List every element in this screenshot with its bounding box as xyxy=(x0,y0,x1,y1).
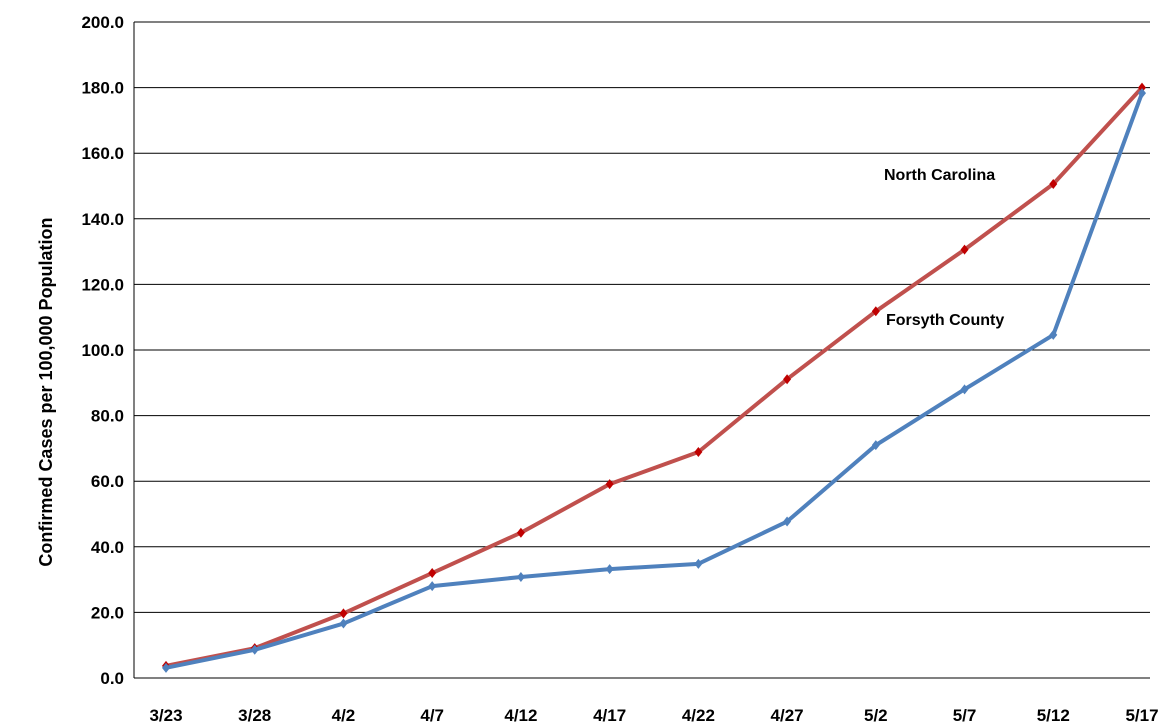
y-tick-label: 120.0 xyxy=(81,275,124,294)
data-point xyxy=(162,662,170,673)
series-forsyth-county xyxy=(162,88,1146,673)
series-line xyxy=(165,92,1144,670)
data-point xyxy=(605,479,614,490)
series-north-carolina xyxy=(162,82,1146,671)
x-tick-label: 3/23 xyxy=(149,706,182,725)
data-point xyxy=(1049,179,1058,190)
x-tick-label: 4/22 xyxy=(682,706,715,725)
data-point xyxy=(605,564,614,575)
y-tick-label: 140.0 xyxy=(81,210,124,229)
data-point xyxy=(960,244,969,255)
y-tick-label: 20.0 xyxy=(91,603,124,622)
annotation-forsyth-county: Forsyth County xyxy=(886,312,1004,329)
x-tick-label: 4/12 xyxy=(504,706,537,725)
y-tick-label: 180.0 xyxy=(81,79,124,98)
y-tick-label: 100.0 xyxy=(81,341,124,360)
data-point xyxy=(783,374,792,385)
y-tick-label: 0.0 xyxy=(100,669,124,688)
data-point xyxy=(1138,88,1146,99)
data-point xyxy=(783,516,792,527)
data-point xyxy=(339,608,348,619)
y-tick-label: 40.0 xyxy=(91,538,124,557)
y-axis-ticks: 0.0 20.0 40.0 60.0 80.0 100.0 120.0 140.0 160.0 1… xyxy=(81,13,124,688)
series-line xyxy=(165,86,1144,668)
gridlines xyxy=(133,21,1150,679)
x-tick-label: 5/7 xyxy=(953,706,977,725)
x-tick-label: 4/7 xyxy=(420,706,444,725)
x-tick-label: 3/28 xyxy=(238,706,271,725)
x-tick-label: 4/27 xyxy=(771,706,804,725)
x-axis-ticks: 3/23 3/28 4/2 4/7 4/12 4/17 4/22 4/27 5/2 5/7 5/12… xyxy=(149,706,1158,725)
data-point xyxy=(871,306,880,317)
x-tick-label: 5/12 xyxy=(1037,706,1070,725)
y-tick-label: 80.0 xyxy=(91,407,124,426)
x-tick-label: 4/2 xyxy=(332,706,356,725)
data-point xyxy=(428,581,437,592)
data-point xyxy=(960,384,969,395)
data-point xyxy=(871,440,880,451)
x-tick-label: 4/17 xyxy=(593,706,626,725)
y-tick-label: 160.0 xyxy=(81,144,124,163)
y-tick-label: 60.0 xyxy=(91,472,124,491)
y-axis-label: Confirmed Cases per 100,000 Population xyxy=(36,217,56,566)
x-tick-label: 5/17 xyxy=(1125,706,1158,725)
data-point xyxy=(250,644,259,655)
data-point xyxy=(339,618,348,629)
data-point xyxy=(516,571,525,582)
data-point xyxy=(1138,82,1146,93)
x-tick-label: 5/2 xyxy=(864,706,888,725)
series-group xyxy=(162,82,1146,673)
data-point xyxy=(428,568,437,579)
annotation-north-carolina: North Carolina xyxy=(884,167,995,184)
data-point xyxy=(694,447,703,458)
data-point xyxy=(1049,329,1058,340)
data-point xyxy=(694,558,703,569)
y-tick-label: 200.0 xyxy=(81,13,124,32)
data-point xyxy=(516,527,525,538)
